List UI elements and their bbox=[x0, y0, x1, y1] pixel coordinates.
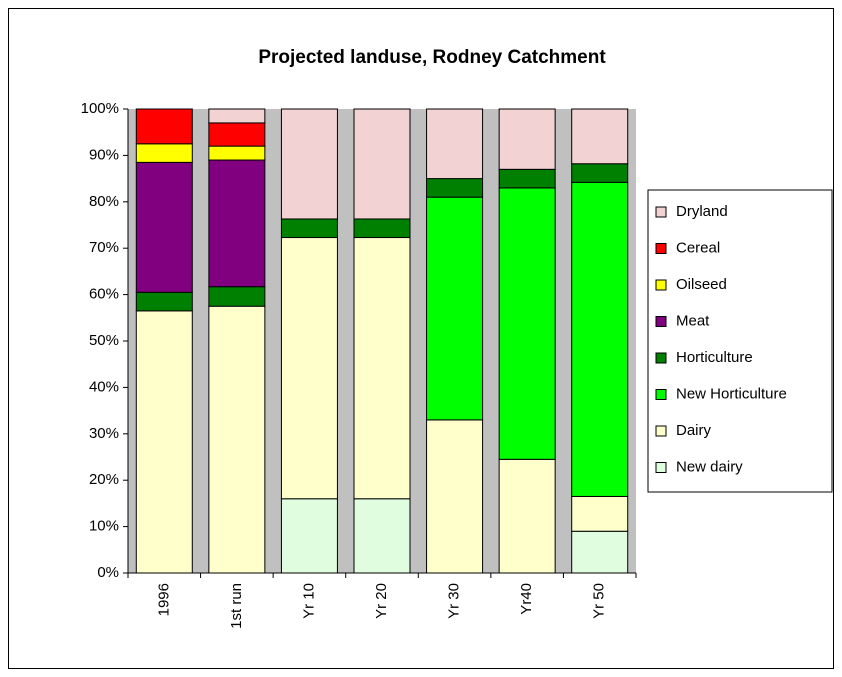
legend-label: Horticulture bbox=[676, 349, 753, 366]
bar-segment bbox=[498, 187, 556, 460]
bar-segment bbox=[426, 108, 484, 180]
y-tick-label: 30% bbox=[89, 425, 119, 442]
y-tick-label: 0% bbox=[97, 564, 119, 581]
legend-label: Dryland bbox=[676, 203, 728, 220]
y-tick-label: 60% bbox=[89, 286, 119, 303]
bar-segment bbox=[280, 498, 338, 574]
y-tick-label: 40% bbox=[89, 378, 119, 395]
y-tick-label: 10% bbox=[89, 518, 119, 535]
legend-swatch bbox=[655, 425, 667, 437]
legend-label: Cereal bbox=[676, 239, 720, 256]
bar-segment bbox=[135, 161, 193, 293]
y-tick-label: 20% bbox=[89, 471, 119, 488]
x-tick-label: Yr40 bbox=[518, 583, 535, 615]
bar-segment bbox=[135, 108, 193, 145]
chart-title: Projected landuse, Rodney Catchment bbox=[258, 47, 606, 68]
legend-label: New Horticulture bbox=[676, 385, 787, 402]
bar-segment bbox=[353, 108, 411, 220]
bar-segment bbox=[426, 178, 484, 198]
bar-segment bbox=[426, 419, 484, 574]
legend-swatch bbox=[655, 279, 667, 291]
bar-segment bbox=[571, 108, 629, 165]
legend-label: Meat bbox=[676, 312, 710, 329]
x-tick-label: Yr 10 bbox=[300, 583, 317, 619]
bar-segment bbox=[135, 143, 193, 163]
bar-segment bbox=[280, 237, 338, 500]
legend-swatch bbox=[655, 206, 667, 218]
bar-segment bbox=[498, 108, 556, 170]
bar-segment bbox=[571, 530, 629, 574]
legend-swatch bbox=[655, 389, 667, 400]
bar-segment bbox=[280, 218, 338, 239]
bar-segment bbox=[571, 163, 629, 183]
legend-swatch bbox=[655, 462, 667, 473]
bar-segment bbox=[571, 181, 629, 497]
x-tick-label: 1st run bbox=[228, 583, 245, 629]
y-tick-label: 100% bbox=[81, 100, 119, 117]
bar-segment bbox=[353, 498, 411, 574]
legend-swatch bbox=[655, 352, 667, 364]
y-tick-label: 80% bbox=[89, 193, 119, 210]
y-tick-label: 90% bbox=[89, 146, 119, 163]
x-tick-label: Yr 20 bbox=[373, 583, 390, 619]
bar-segment bbox=[208, 108, 266, 124]
y-tick-label: 70% bbox=[89, 239, 119, 256]
bar-segment bbox=[353, 237, 411, 500]
legend-label: New dairy bbox=[676, 458, 743, 475]
bar-segment bbox=[208, 305, 266, 574]
bar-segment bbox=[208, 122, 266, 147]
legend-swatch bbox=[655, 316, 667, 327]
bar-segment bbox=[498, 458, 556, 574]
bar-segment bbox=[135, 310, 193, 574]
legend-box bbox=[647, 189, 833, 493]
bar-segment bbox=[208, 159, 266, 288]
legend-label: Dairy bbox=[676, 422, 712, 439]
bar-segment bbox=[426, 196, 484, 421]
x-tick-label: Yr 30 bbox=[446, 583, 463, 619]
bar-segment bbox=[135, 291, 193, 312]
x-tick-label: 1996 bbox=[155, 583, 172, 616]
x-tick-label: Yr 50 bbox=[591, 583, 608, 619]
legend-swatch bbox=[655, 243, 667, 254]
y-tick-label: 50% bbox=[89, 332, 119, 349]
bar-segment bbox=[208, 145, 266, 161]
bar-segment bbox=[208, 286, 266, 307]
bar-segment bbox=[498, 168, 556, 189]
bar-segment bbox=[571, 495, 629, 532]
bar-segment bbox=[353, 218, 411, 239]
bar-segment bbox=[280, 108, 338, 220]
legend-label: Oilseed bbox=[676, 276, 727, 293]
